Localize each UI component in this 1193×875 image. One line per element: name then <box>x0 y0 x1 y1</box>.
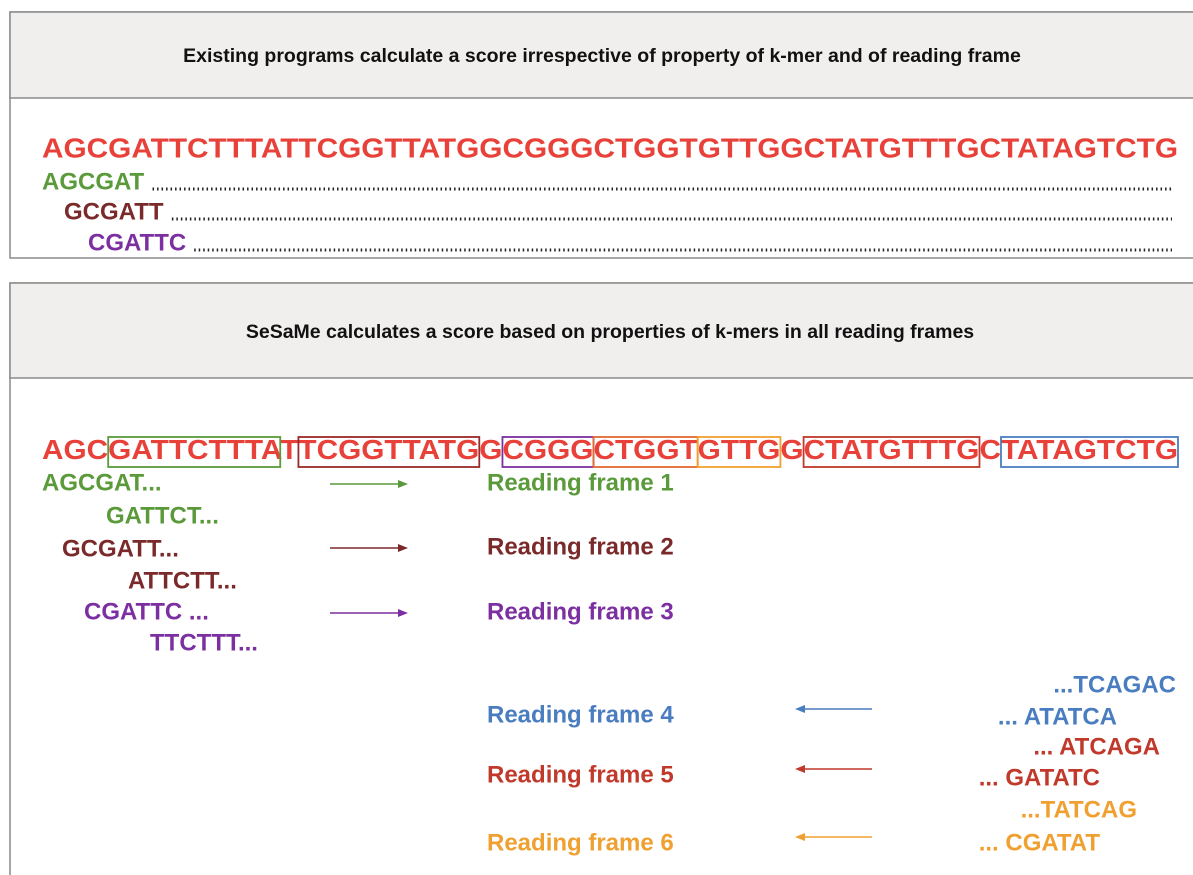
kmer: GCGATT... <box>62 535 179 562</box>
frame-box <box>802 436 981 468</box>
frame-box <box>107 436 282 468</box>
reading-frame-label: Reading frame 1 <box>487 469 674 496</box>
sequence-segment: TCGGTTATG <box>298 434 479 465</box>
kmer: GCGATT <box>64 198 164 225</box>
reading-frame-label: Reading frame 3 <box>487 598 674 625</box>
arrow-head <box>398 544 408 552</box>
arrow-head <box>795 705 805 713</box>
sequence-segment: GTTG <box>698 434 781 465</box>
kmer: CGATTC <box>88 229 186 256</box>
sequence-segment: GATTCTTTA <box>108 434 282 465</box>
frame-box <box>297 436 481 468</box>
arrow-head <box>398 480 408 488</box>
frame-box <box>1000 436 1179 468</box>
panel-1-title: Existing programs calculate a score irre… <box>183 45 1021 67</box>
kmer: CGATTC ... <box>84 598 209 625</box>
kmer: GATTCT... <box>106 502 219 529</box>
reading-frame-label: Reading frame 5 <box>487 761 674 788</box>
panel-2 <box>9 282 1193 875</box>
sequence-segment: G <box>780 434 803 465</box>
panel-1-header <box>9 11 1193 99</box>
kmer: ... ATCAGA <box>1033 733 1160 760</box>
arrow-head <box>795 765 805 773</box>
sequence-segment: CTGGT <box>593 434 697 465</box>
arrow-head <box>795 833 805 841</box>
reading-frame-label: Reading frame 6 <box>487 829 674 856</box>
kmer: ... GATATC <box>979 764 1100 791</box>
sequence-segment: G <box>479 434 502 465</box>
sequence-segment: CGGG <box>502 434 593 465</box>
kmer: AGCGAT... <box>42 469 162 496</box>
frame-box <box>696 436 782 468</box>
sequence-segment: CTATGTTTG <box>804 434 980 465</box>
kmer: ... ATATCA <box>998 703 1117 730</box>
reading-frame-label: Reading frame 4 <box>487 701 674 728</box>
kmer: ...TCAGAC <box>1053 671 1176 698</box>
sequence: AGCGATTCTTTATTCGGTTATGGCGGGCTGGTGTTGGCTA… <box>42 132 1178 163</box>
arrow-head <box>398 609 408 617</box>
sequence-segment: C <box>979 434 1001 465</box>
sequence-segment: AGC <box>42 434 108 465</box>
sequence-segment: TATAGTCTG <box>1001 434 1178 465</box>
kmer: ... CGATAT <box>979 829 1101 856</box>
reading-frame-label: Reading frame 2 <box>487 533 674 560</box>
kmer: TTCTTT... <box>150 629 258 656</box>
sequence-segment: T <box>280 434 298 465</box>
kmer: ATTCTT... <box>128 567 237 594</box>
kmer: AGCGAT <box>42 168 145 195</box>
panel-2-title: SeSaMe calculates a score based on prope… <box>246 321 974 343</box>
panel-2-header <box>9 282 1193 379</box>
kmer: ...TATCAG <box>1021 796 1137 823</box>
